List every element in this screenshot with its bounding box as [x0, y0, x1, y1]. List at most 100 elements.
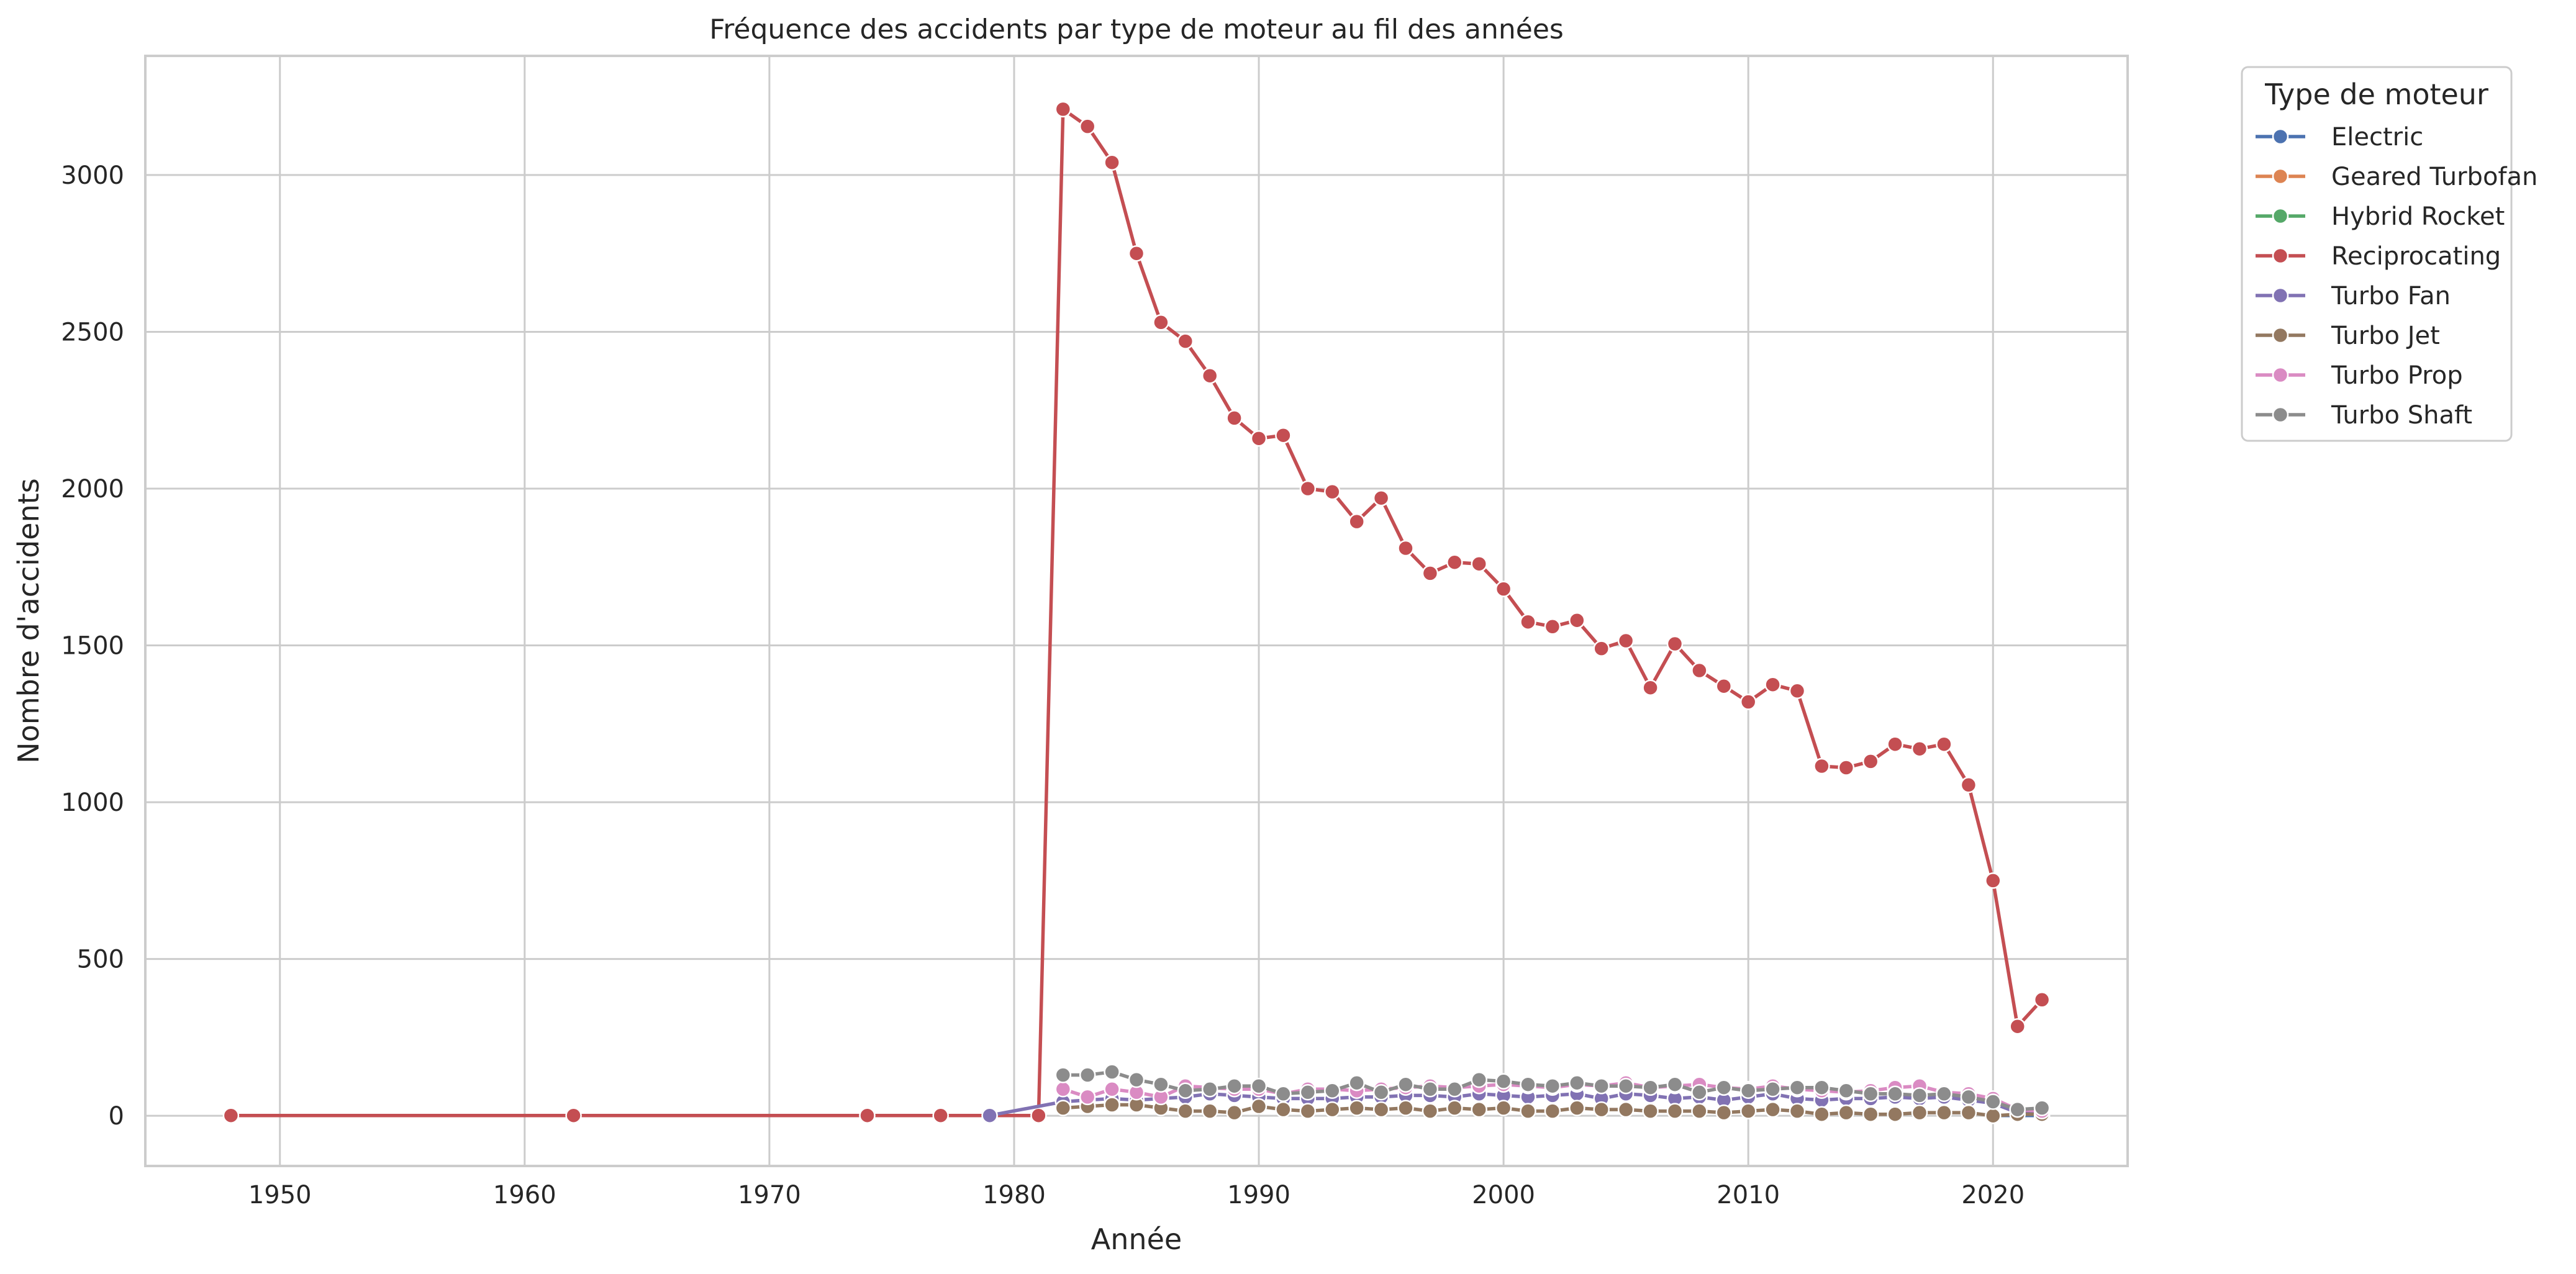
data-point	[1813, 1079, 1830, 1096]
data-point	[1715, 1079, 1733, 1096]
y-axis-title: Nombre d'accidents	[12, 478, 45, 763]
data-point	[2009, 1101, 2026, 1118]
data-point	[1862, 1106, 1879, 1123]
data-point	[1446, 1081, 1463, 1098]
data-point	[1495, 581, 1512, 597]
y-tick-label: 500	[77, 946, 124, 974]
data-point	[1985, 872, 2002, 889]
data-point	[1642, 1103, 1659, 1119]
data-point	[1544, 1077, 1561, 1095]
data-point	[1054, 1100, 1072, 1116]
legend-item: Turbo Fan	[2256, 282, 2451, 310]
data-point	[1054, 1067, 1072, 1083]
data-point	[1079, 118, 1096, 135]
data-point	[1544, 1103, 1561, 1119]
legend: Type de moteur Electric Geared Turbofan Hy…	[2241, 66, 2537, 442]
legend-item: Electric	[2256, 123, 2423, 151]
x-tick-label: 1980	[982, 1181, 1046, 1209]
data-point	[1960, 1088, 1977, 1106]
data-point	[1569, 1074, 1585, 1091]
series-reciprocating	[222, 101, 2051, 1124]
data-point	[1275, 1085, 1292, 1103]
data-point	[1985, 1093, 2002, 1110]
x-tick-label: 2000	[1472, 1181, 1535, 1209]
x-axis-ticks: 1950 1960 1970 1980 1990 2000 2010 2020	[248, 1181, 2025, 1209]
data-point	[1495, 1100, 1512, 1116]
series-turbo-shaft	[1054, 1064, 2051, 1118]
data-point	[1079, 1067, 1096, 1083]
data-point	[1520, 1103, 1536, 1119]
data-point	[1520, 613, 1536, 630]
data-point	[1422, 1103, 1439, 1119]
data-point	[1838, 1104, 1855, 1121]
data-point	[1911, 1104, 1928, 1121]
data-point	[1372, 1101, 1390, 1118]
data-point	[1446, 1100, 1463, 1116]
data-point	[1348, 513, 1365, 530]
data-point	[1104, 1096, 1120, 1113]
data-point	[1372, 489, 1390, 507]
legend-swatch-marker	[2272, 287, 2289, 304]
data-point	[1495, 1073, 1512, 1090]
legend-label: Turbo Jet	[2331, 322, 2440, 350]
data-point	[1153, 314, 1169, 331]
legend-item: Turbo Prop	[2256, 361, 2463, 390]
data-point	[1348, 1100, 1365, 1116]
data-point	[1079, 1088, 1096, 1106]
data-point	[1838, 1082, 1855, 1100]
data-point	[2033, 1100, 2051, 1116]
data-point	[1104, 1064, 1120, 1080]
data-point	[1617, 1077, 1635, 1095]
legend-box	[2241, 66, 2513, 442]
data-point	[1617, 632, 1635, 649]
data-point	[1324, 1101, 1341, 1118]
data-point	[1275, 427, 1292, 444]
data-point	[1887, 1085, 1903, 1103]
y-axis-ticks: 0 500 1000 1500 2000 2500 3000	[61, 161, 124, 1131]
legend-item: Geared Turbofan	[2256, 163, 2537, 191]
data-point	[1911, 1087, 1928, 1104]
data-point	[981, 1107, 998, 1124]
legend-item: Turbo Shaft	[2256, 401, 2472, 430]
legend-label: Turbo Fan	[2331, 282, 2451, 310]
data-point	[2033, 992, 2051, 1008]
data-point	[1177, 1082, 1194, 1100]
data-point	[1520, 1076, 1536, 1093]
data-point	[1128, 1071, 1145, 1088]
data-point	[1569, 612, 1585, 629]
legend-item: Reciprocating	[2256, 242, 2501, 271]
data-point	[1813, 1106, 1830, 1123]
data-point	[1104, 154, 1120, 171]
data-point	[1153, 1076, 1169, 1093]
data-point	[1226, 1077, 1243, 1095]
legend-swatch-marker	[2272, 327, 2289, 344]
data-point	[1911, 740, 1928, 757]
data-point	[1960, 777, 1977, 793]
data-point	[1569, 1100, 1585, 1116]
data-point	[1226, 1104, 1243, 1121]
data-point	[1226, 410, 1243, 427]
data-point	[1422, 1081, 1439, 1098]
data-point	[1764, 676, 1781, 693]
data-point	[1789, 1103, 1806, 1119]
data-point	[565, 1107, 582, 1124]
legend-label: Hybrid Rocket	[2331, 202, 2505, 231]
data-point	[1250, 430, 1268, 447]
data-point	[1789, 682, 1806, 700]
legend-item: Hybrid Rocket	[2256, 202, 2505, 231]
legend-label: Geared Turbofan	[2331, 163, 2537, 191]
data-point	[1201, 1103, 1218, 1119]
legend-item: Turbo Jet	[2256, 322, 2440, 350]
data-point	[1104, 1081, 1120, 1098]
legend-swatch-marker	[2272, 168, 2289, 185]
data-point	[1862, 753, 1879, 770]
y-tick-label: 1500	[61, 632, 124, 661]
x-axis-title: Année	[1091, 1222, 1182, 1256]
legend-label: Electric	[2331, 123, 2423, 151]
legend-items: Electric Geared Turbofan Hybrid Rocket Reci…	[2256, 123, 2537, 430]
data-point	[1128, 245, 1145, 262]
data-point	[1666, 1103, 1684, 1119]
x-tick-label: 1990	[1227, 1181, 1290, 1209]
data-point	[1691, 662, 1708, 679]
